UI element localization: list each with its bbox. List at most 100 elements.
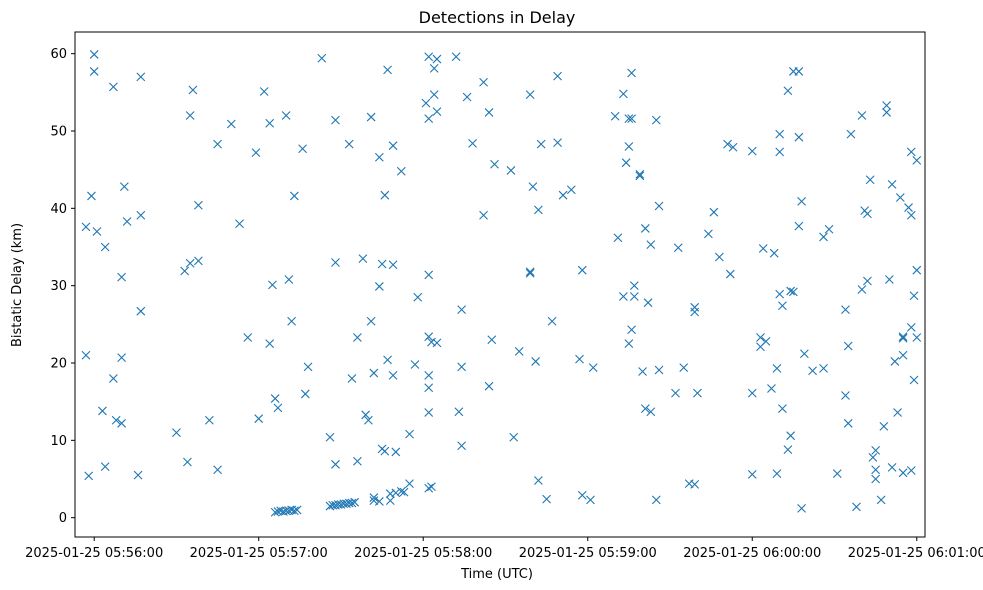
data-point — [366, 316, 376, 326]
data-point — [388, 370, 398, 380]
data-point — [871, 465, 881, 475]
data-point — [108, 82, 118, 92]
data-point — [786, 286, 796, 296]
data-point — [98, 406, 107, 416]
data-point — [863, 276, 872, 286]
data-point — [852, 502, 861, 512]
data-point — [703, 229, 713, 239]
data-point — [111, 415, 121, 425]
y-tick-label: 0 — [59, 511, 67, 526]
data-point — [566, 185, 576, 195]
data-point — [871, 445, 881, 455]
data-point — [876, 495, 886, 505]
data-point — [841, 305, 850, 315]
data-point — [413, 292, 423, 302]
data-point — [747, 469, 757, 479]
data-point — [618, 292, 628, 301]
data-point — [797, 503, 807, 513]
plot-frame — [74, 31, 926, 538]
data-point — [383, 355, 392, 365]
data-point — [284, 275, 294, 284]
data-point — [843, 418, 853, 428]
data-point — [624, 339, 634, 349]
data-point — [193, 200, 203, 210]
data-point — [213, 139, 222, 149]
data-point — [457, 441, 467, 451]
data-point — [772, 364, 782, 373]
data-point — [391, 447, 401, 457]
data-point — [399, 487, 409, 497]
data-point — [432, 338, 442, 348]
data-point — [185, 111, 195, 120]
data-point — [761, 336, 771, 346]
data-point — [627, 114, 637, 124]
data-point — [618, 89, 628, 99]
data-point — [366, 112, 376, 122]
data-point — [841, 391, 850, 400]
data-point — [317, 53, 327, 63]
data-point — [136, 306, 146, 316]
data-point — [81, 350, 91, 360]
data-point — [100, 242, 110, 252]
data-point — [775, 289, 785, 299]
data-point — [468, 138, 477, 148]
data-point — [788, 287, 798, 297]
data-point — [251, 148, 261, 158]
data-point — [525, 267, 535, 277]
data-point — [887, 463, 897, 472]
data-point — [396, 166, 406, 176]
x-tick-label: 2025-01-25 05:59:00 — [519, 546, 657, 561]
data-point — [100, 462, 110, 472]
data-point — [671, 388, 680, 398]
data-point — [331, 115, 340, 125]
data-points — [81, 50, 922, 517]
data-point — [756, 333, 765, 342]
data-point — [484, 381, 494, 391]
data-point — [188, 85, 198, 95]
data-point — [133, 470, 143, 480]
data-point — [898, 468, 908, 478]
data-point — [857, 111, 867, 120]
data-point — [457, 362, 467, 372]
data-point — [193, 256, 203, 266]
data-point — [87, 191, 96, 201]
data-point — [347, 498, 357, 508]
data-point — [377, 259, 387, 269]
data-point — [772, 469, 782, 478]
data-point — [405, 479, 414, 489]
data-point — [92, 227, 102, 236]
data-point — [353, 456, 362, 466]
data-point — [424, 332, 434, 342]
data-point — [235, 219, 244, 229]
data-point — [363, 415, 373, 425]
data-point — [265, 118, 275, 128]
data-point — [799, 349, 809, 359]
data-point — [432, 107, 442, 117]
data-point — [536, 139, 546, 149]
data-point — [347, 374, 357, 383]
data-point — [506, 166, 516, 175]
data-point — [627, 325, 637, 335]
data-point — [273, 403, 283, 413]
data-point — [638, 367, 647, 376]
data-point — [794, 221, 804, 231]
y-tick-label: 40 — [50, 202, 67, 217]
data-point — [887, 179, 897, 189]
data-point — [906, 210, 916, 220]
data-point — [747, 146, 757, 156]
data-point — [405, 429, 414, 439]
data-point — [679, 363, 689, 373]
data-point — [898, 333, 908, 343]
data-point — [533, 476, 543, 485]
data-point — [769, 248, 779, 258]
data-point — [640, 224, 650, 233]
data-point — [646, 240, 656, 250]
data-point — [369, 493, 379, 502]
data-point — [391, 488, 401, 498]
data-point — [890, 357, 900, 366]
data-point — [904, 203, 913, 212]
data-point — [879, 422, 889, 431]
data-point — [819, 364, 828, 373]
data-point — [136, 210, 146, 220]
